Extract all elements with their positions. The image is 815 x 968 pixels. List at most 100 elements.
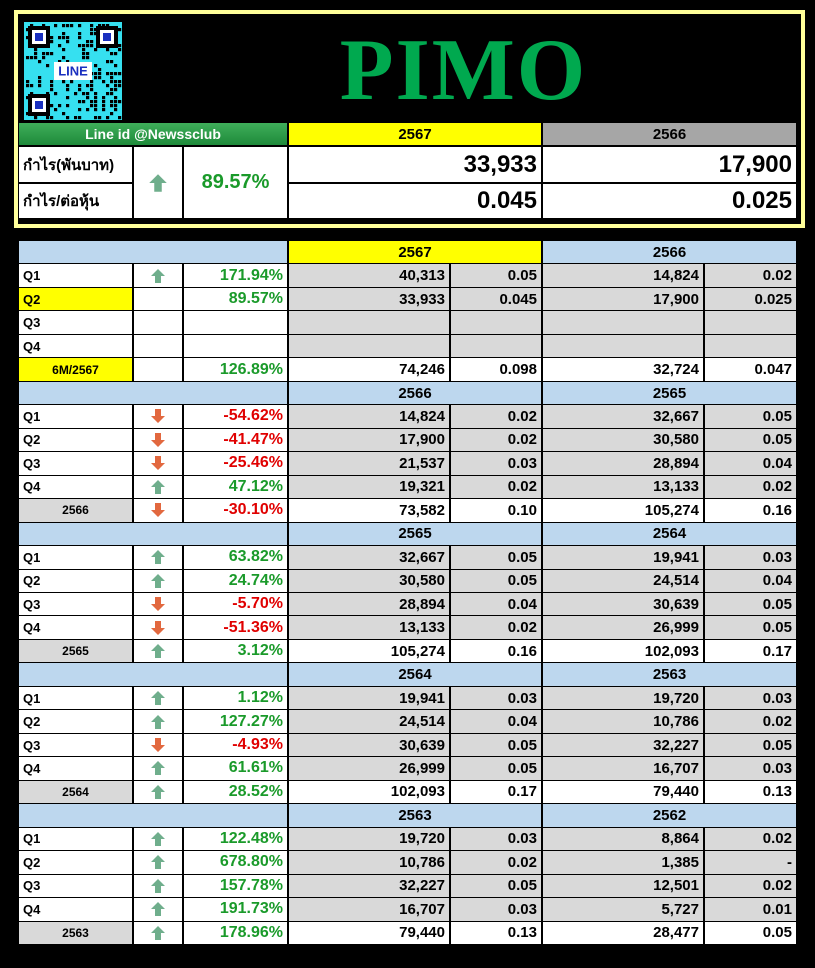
eps: 0.02 bbox=[450, 474, 542, 500]
profit: 105,274 bbox=[288, 638, 450, 664]
arrow-up bbox=[151, 902, 165, 917]
profit: 102,093 bbox=[288, 779, 450, 805]
profit: 17,900 bbox=[288, 427, 450, 453]
year-header: 2567 bbox=[288, 122, 542, 146]
change: 89.57% bbox=[183, 146, 288, 219]
row-label: 2564 bbox=[18, 779, 133, 805]
year-header: 2567 bbox=[288, 240, 542, 265]
arrow-up bbox=[151, 644, 165, 659]
year-header: 2566 bbox=[542, 240, 797, 265]
profit: 28,477 bbox=[542, 920, 704, 945]
eps bbox=[450, 333, 542, 359]
change: -5.70% bbox=[183, 592, 288, 617]
row-label: กำไร/ต่อหุ้น bbox=[18, 183, 133, 219]
year-header: 2564 bbox=[288, 662, 542, 687]
change: 157.78% bbox=[183, 873, 288, 899]
row-label: Q2 bbox=[18, 427, 133, 453]
row-label: Q2 bbox=[18, 709, 133, 734]
eps: 0.02 bbox=[704, 873, 797, 899]
profit: 32,724 bbox=[542, 357, 704, 382]
change: 61.61% bbox=[183, 756, 288, 781]
section-header bbox=[18, 521, 288, 547]
year-header: 2563 bbox=[542, 662, 797, 687]
profit: 105,274 bbox=[542, 498, 704, 523]
change: 122.48% bbox=[183, 826, 288, 852]
eps: 0.02 bbox=[450, 404, 542, 429]
trend-cell bbox=[133, 615, 183, 640]
arrow-down bbox=[151, 432, 165, 447]
eps: 0.01 bbox=[704, 897, 797, 922]
profit: 14,824 bbox=[542, 263, 704, 288]
eps: 0.02 bbox=[450, 850, 542, 875]
trend-cell bbox=[133, 286, 183, 312]
trend-cell bbox=[133, 826, 183, 852]
qr-label: LINE bbox=[58, 63, 88, 78]
arrow-down bbox=[151, 503, 165, 518]
change bbox=[183, 310, 288, 335]
section-header bbox=[18, 240, 288, 265]
change: -4.93% bbox=[183, 732, 288, 758]
eps: 0.05 bbox=[450, 873, 542, 899]
profit: 74,246 bbox=[288, 357, 450, 382]
profit: 102,093 bbox=[542, 638, 704, 664]
change bbox=[183, 333, 288, 359]
change: -54.62% bbox=[183, 404, 288, 429]
change: 89.57% bbox=[183, 286, 288, 312]
row-label: Q3 bbox=[18, 310, 133, 335]
change: 171.94% bbox=[183, 263, 288, 288]
trend-cell bbox=[133, 263, 183, 288]
eps: 0.03 bbox=[704, 756, 797, 781]
row-label: Q4 bbox=[18, 897, 133, 922]
trend-cell bbox=[133, 568, 183, 593]
profit: 32,667 bbox=[542, 404, 704, 429]
eps: 0.02 bbox=[704, 474, 797, 500]
profit: 30,580 bbox=[288, 568, 450, 593]
value: 0.045 bbox=[288, 183, 542, 219]
eps: 0.04 bbox=[450, 709, 542, 734]
eps: 0.02 bbox=[450, 615, 542, 640]
arrow-up bbox=[151, 573, 165, 588]
profit: 26,999 bbox=[288, 756, 450, 781]
section-header bbox=[18, 380, 288, 406]
eps: 0.047 bbox=[704, 357, 797, 382]
profit: 5,727 bbox=[542, 897, 704, 922]
row-label: Q2 bbox=[18, 568, 133, 593]
title: PIMO bbox=[339, 21, 588, 119]
eps: 0.03 bbox=[704, 545, 797, 570]
section-header bbox=[18, 803, 288, 828]
eps: 0.13 bbox=[704, 779, 797, 805]
change: -30.10% bbox=[183, 498, 288, 523]
eps: 0.05 bbox=[704, 615, 797, 640]
value: 17,900 bbox=[542, 146, 797, 183]
profit: 8,864 bbox=[542, 826, 704, 852]
eps: 0.05 bbox=[704, 427, 797, 453]
trend-cell bbox=[133, 850, 183, 875]
profit: 30,639 bbox=[542, 592, 704, 617]
eps: 0.05 bbox=[704, 404, 797, 429]
eps: 0.05 bbox=[450, 263, 542, 288]
eps: 0.16 bbox=[704, 498, 797, 523]
eps: 0.17 bbox=[450, 779, 542, 805]
change: 678.80% bbox=[183, 850, 288, 875]
change: 63.82% bbox=[183, 545, 288, 570]
arrow-down bbox=[151, 738, 165, 753]
trend-cell bbox=[133, 474, 183, 500]
row-label: กำไร(พันบาท) bbox=[18, 146, 133, 183]
trend-cell bbox=[133, 146, 183, 219]
row-label: Q1 bbox=[18, 685, 133, 711]
change: 126.89% bbox=[183, 357, 288, 382]
eps: 0.05 bbox=[450, 568, 542, 593]
trend-cell bbox=[133, 451, 183, 476]
profit: 40,313 bbox=[288, 263, 450, 288]
profit: 19,941 bbox=[288, 685, 450, 711]
profit: 10,786 bbox=[288, 850, 450, 875]
qr-code: LINE bbox=[24, 22, 122, 120]
profit: 73,582 bbox=[288, 498, 450, 523]
year-header: 2562 bbox=[542, 803, 797, 828]
trend-cell bbox=[133, 779, 183, 805]
eps: 0.05 bbox=[704, 592, 797, 617]
eps: 0.02 bbox=[450, 427, 542, 453]
trend-cell bbox=[133, 685, 183, 711]
arrow-up bbox=[151, 550, 165, 565]
